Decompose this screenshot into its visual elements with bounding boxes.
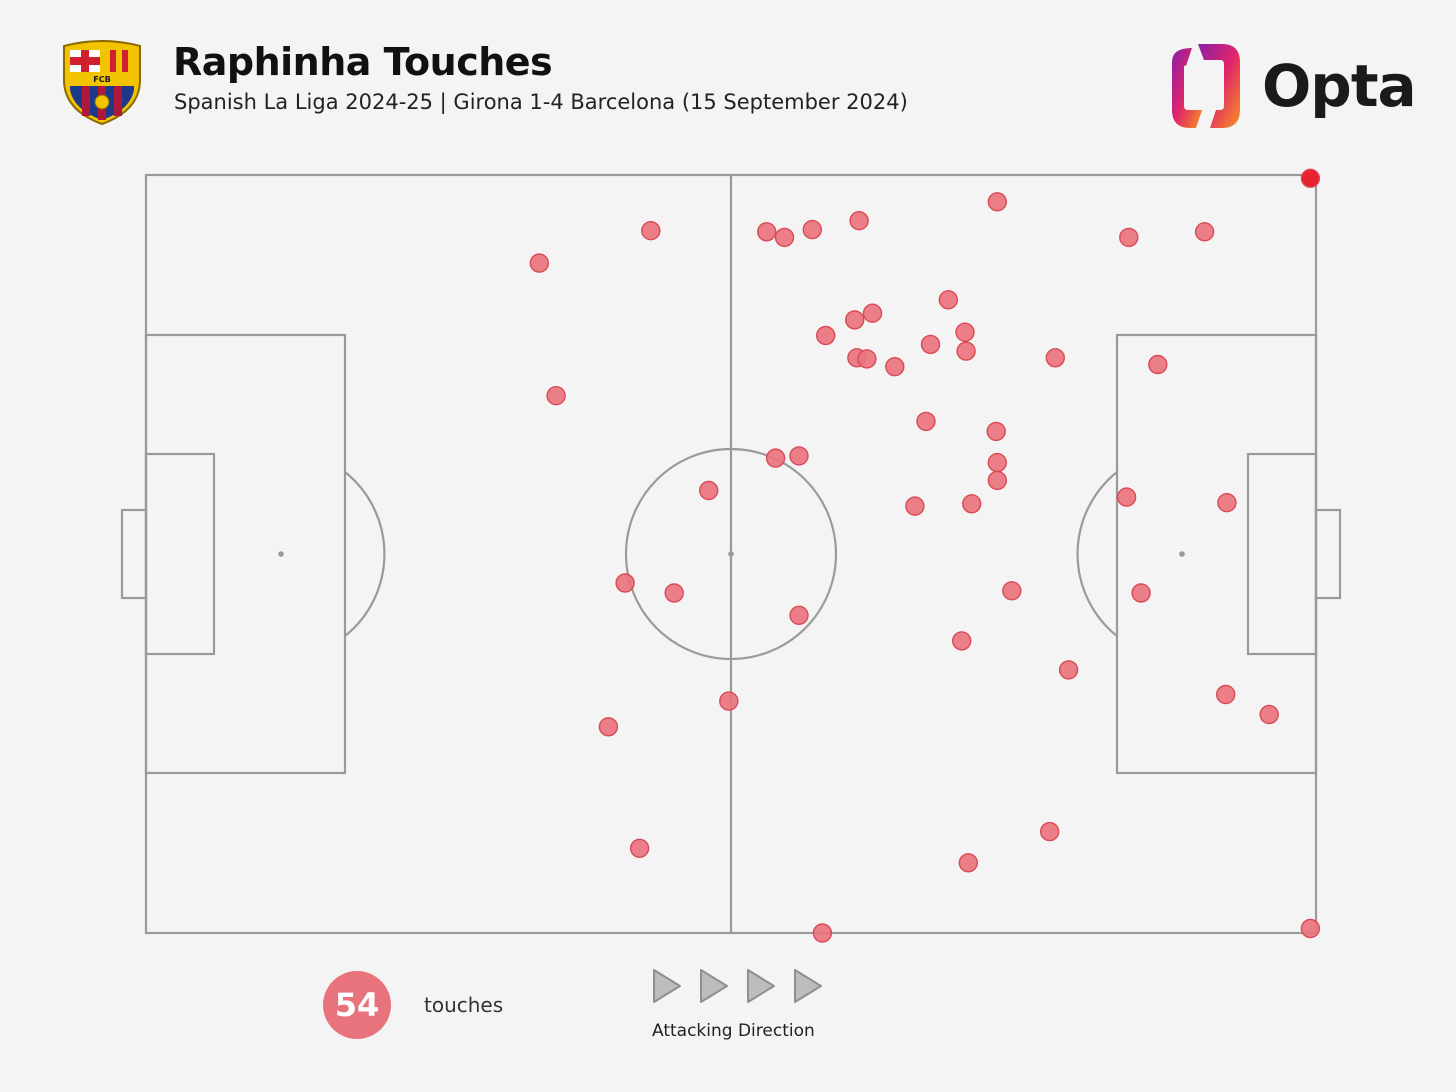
touch-point-14 — [862, 303, 883, 323]
left-goal — [120, 508, 148, 600]
touch-point-26 — [765, 448, 786, 468]
touch-point-48 — [958, 853, 978, 873]
touch-point-34 — [1217, 493, 1237, 513]
touch-point-41 — [1058, 660, 1079, 680]
touch-point-30 — [699, 480, 719, 501]
touch-point-37 — [1002, 581, 1022, 601]
centre-spot — [728, 551, 734, 557]
right-six-yard-box — [1246, 452, 1318, 656]
touch-point-38 — [1131, 583, 1151, 603]
touch-point-4 — [757, 222, 777, 242]
left-penalty-area — [144, 333, 347, 775]
touch-point-7 — [849, 210, 869, 231]
touch-point-11 — [1300, 168, 1321, 189]
touch-point-46 — [1039, 821, 1060, 842]
touch-point-40 — [952, 631, 972, 651]
touch-count-badge: 54 — [323, 971, 391, 1039]
touch-point-3 — [546, 386, 566, 406]
touch-point-15 — [938, 290, 958, 310]
touch-point-42 — [1215, 684, 1236, 705]
left-penalty-spot — [278, 551, 284, 557]
touch-point-49 — [812, 923, 833, 943]
centre-circle — [624, 447, 838, 661]
touch-point-45 — [598, 717, 619, 737]
touch-point-29 — [987, 470, 1007, 491]
page-subtitle: Spanish La Liga 2024-25 | Girona 1-4 Bar… — [174, 90, 908, 114]
touch-point-32 — [962, 494, 982, 514]
pitch-lines — [120, 173, 1342, 935]
touch-point-33 — [1116, 487, 1137, 507]
touch-points — [529, 168, 1321, 943]
touch-point-39 — [789, 605, 809, 625]
right-penalty-area — [1115, 333, 1318, 775]
touch-count-label: touches — [424, 993, 504, 1017]
touch-point-16 — [955, 322, 975, 342]
fc-barcelona-crest-icon: FCB — [63, 40, 141, 126]
touch-point-27 — [789, 446, 809, 466]
touch-point-23 — [1148, 354, 1168, 375]
crest-text: FCB — [93, 75, 110, 84]
touch-point-25 — [986, 421, 1006, 442]
touch-point-8 — [987, 192, 1007, 212]
page-title: Raphinha Touches — [173, 40, 553, 84]
attacking-direction-label: Attacking Direction — [652, 1021, 815, 1041]
touch-point-43 — [1259, 704, 1279, 725]
right-penalty-spot — [1179, 551, 1185, 557]
arrow-icon — [747, 969, 775, 1003]
touch-point-9 — [1119, 227, 1139, 248]
touch-point-5 — [774, 227, 795, 248]
touch-point-50 — [1300, 918, 1321, 939]
arrow-icon — [653, 969, 681, 1003]
touch-point-35 — [615, 573, 635, 593]
touch-point-18 — [956, 341, 976, 361]
touch-point-24 — [916, 411, 936, 432]
touch-point-44 — [719, 691, 739, 711]
touch-point-47 — [629, 838, 650, 858]
touch-point-1 — [529, 253, 549, 273]
left-penalty-arc — [344, 471, 386, 637]
opta-logo-icon — [1172, 44, 1240, 128]
arrow-icon — [700, 969, 728, 1003]
touch-point-13 — [845, 310, 865, 330]
touch-point-22 — [1045, 348, 1066, 368]
right-penalty-arc — [1076, 471, 1118, 637]
left-six-yard-box — [144, 452, 216, 656]
touch-point-31 — [905, 496, 925, 516]
attacking-direction-arrows — [653, 969, 822, 1003]
opta-wordmark: Opta — [1262, 52, 1417, 120]
touch-point-36 — [664, 583, 684, 603]
touch-point-12 — [816, 325, 836, 346]
touch-point-10 — [1194, 222, 1215, 242]
arrow-icon — [794, 969, 822, 1003]
touch-point-20 — [857, 349, 877, 369]
touch-point-2 — [641, 220, 661, 241]
touch-point-6 — [802, 219, 822, 240]
right-goal — [1314, 508, 1342, 600]
touch-point-17 — [920, 334, 941, 355]
touch-point-28 — [987, 452, 1007, 473]
touch-point-21 — [885, 357, 905, 377]
